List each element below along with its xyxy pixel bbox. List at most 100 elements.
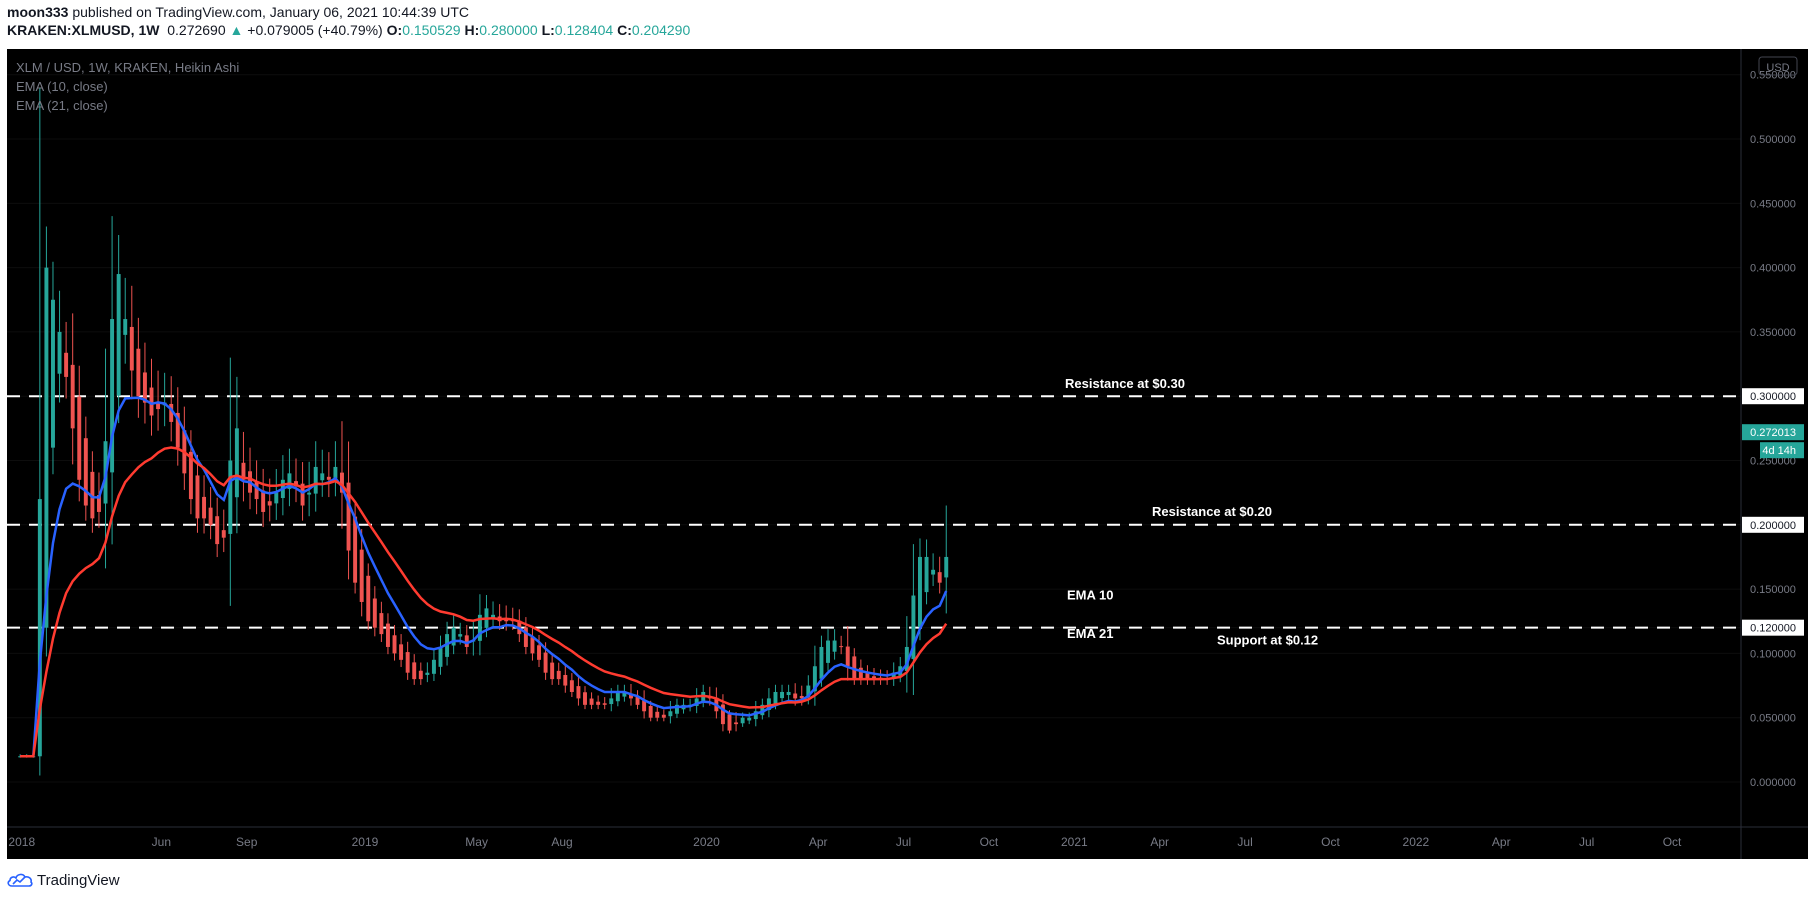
candle-body — [458, 634, 463, 637]
price-chart[interactable]: 0.550000 0.500000 0.450000 0.400000 0.350000… — [7, 49, 1808, 859]
candles — [18, 87, 949, 776]
high-value: 0.280000 — [479, 22, 538, 38]
candle-body — [543, 652, 548, 673]
candle-body — [333, 466, 338, 479]
low-label: L: — [541, 22, 555, 38]
candle-body — [747, 717, 752, 721]
candle-body — [931, 569, 936, 575]
legend: XLM / USD, 1W, KRAKEN, Heikin Ashi EMA (… — [16, 60, 239, 113]
countdown-badge — [1760, 442, 1804, 459]
y-tick-label: 0.450000 — [1750, 198, 1796, 210]
price-axis[interactable]: 0.550000 0.500000 0.450000 0.400000 0.350000… — [7, 49, 1808, 859]
candle-body — [523, 627, 528, 647]
candle-body — [872, 676, 876, 680]
candle-body — [274, 492, 279, 504]
change-arrow-icon: ▲ — [229, 22, 244, 38]
candle-body — [392, 635, 397, 654]
candle-body — [202, 496, 207, 519]
level-lines — [7, 395, 1741, 629]
x-tick-label: Apr — [809, 835, 828, 849]
level-label: Resistance at $0.20 — [1152, 504, 1272, 519]
level-badge — [1742, 388, 1804, 405]
y-tick-label: 0.000000 — [1750, 777, 1796, 789]
candle-body — [556, 670, 561, 680]
candle-body — [385, 623, 390, 647]
candle-body — [766, 698, 771, 711]
chart-panel[interactable]: 0.550000 0.500000 0.450000 0.400000 0.350000… — [7, 49, 1808, 859]
x-tick-label: Jul — [1579, 835, 1594, 849]
legend-ema10[interactable]: EMA (10, close) — [16, 79, 108, 94]
annotations: 0.300000 Resistance at $0.30 0.200000 Resis… — [1065, 376, 1804, 648]
candle-body — [648, 705, 653, 718]
level-badge-value: 0.300000 — [1750, 391, 1796, 403]
candle-body — [451, 627, 456, 646]
publisher-name[interactable]: moon333 — [7, 4, 69, 20]
level-label: Resistance at $0.30 — [1065, 376, 1185, 391]
ema21-label: EMA 21 — [1067, 626, 1113, 641]
candle-body — [83, 438, 88, 506]
y-tick-label: 0.100000 — [1750, 648, 1796, 660]
candle-body — [576, 686, 581, 699]
candle-body — [760, 704, 765, 716]
candle-body — [195, 475, 200, 519]
candle-body — [129, 326, 134, 371]
candle-body — [635, 696, 640, 705]
chart-header: moon333 published on TradingView.com, Ja… — [7, 3, 1807, 39]
candle-body — [320, 473, 325, 481]
candle-body — [530, 637, 535, 654]
tradingview-brand[interactable]: TradingView — [37, 871, 120, 889]
candle-body — [90, 471, 95, 519]
y-tick-label: 0.050000 — [1750, 713, 1796, 725]
tradingview-cloud-icon[interactable] — [7, 873, 33, 887]
candle-body — [208, 507, 213, 525]
candle-body — [110, 319, 115, 473]
low-value: 0.128404 — [554, 22, 614, 38]
current-price-badge — [1742, 424, 1804, 441]
candle-body — [340, 472, 344, 493]
candle-body — [780, 691, 785, 699]
candle-body — [366, 575, 371, 622]
open-value: 0.150529 — [402, 22, 461, 38]
candle-body — [254, 481, 259, 500]
candle-body — [740, 717, 745, 724]
candle-body — [858, 667, 863, 680]
candle-body — [609, 698, 614, 705]
candle-body — [149, 387, 154, 416]
current-price-value: 0.272013 — [1750, 427, 1796, 439]
candle-body — [793, 693, 798, 699]
price-change: +0.079005 (+40.79%) — [247, 22, 383, 38]
candle-body — [267, 501, 272, 506]
candle-body — [64, 352, 69, 377]
candle-body — [445, 634, 450, 657]
candle-body — [819, 646, 824, 679]
candle-body — [642, 700, 647, 712]
candle-body — [734, 722, 739, 725]
candle-body — [773, 691, 778, 705]
candle-body — [307, 492, 312, 495]
x-tick-label: 2019 — [352, 835, 379, 849]
candle-body — [602, 703, 607, 705]
ohlc-line: KRAKEN:XLMUSD, 1W 0.272690 ▲ +0.079005 (… — [7, 21, 1807, 39]
candle-body — [674, 704, 679, 714]
candle-body — [720, 704, 725, 725]
candle-body — [169, 403, 174, 422]
candle-body — [812, 666, 817, 692]
candle-body — [694, 698, 699, 706]
last-price: 0.272690 — [167, 22, 226, 38]
candle-body — [563, 674, 568, 686]
y-tick-label: 0.550000 — [1750, 70, 1796, 82]
symbol-label[interactable]: KRAKEN:XLMUSD, 1W — [7, 22, 160, 38]
candle-body — [96, 495, 101, 512]
ema-lines — [20, 396, 948, 758]
countdown-value: 4d 14h — [1762, 445, 1796, 457]
x-tick-label: Oct — [1663, 835, 1682, 849]
currency-badge[interactable]: USD — [1758, 56, 1798, 76]
candle-body — [629, 694, 633, 699]
candle-body — [944, 556, 949, 578]
candle-body — [845, 646, 850, 667]
x-tick-label: Jul — [896, 835, 911, 849]
y-tick-label: 0.150000 — [1750, 584, 1796, 596]
legend-title[interactable]: XLM / USD, 1W, KRAKEN, Heikin Ashi — [16, 60, 239, 75]
legend-ema21[interactable]: EMA (21, close) — [16, 98, 108, 113]
time-axis[interactable]: 2018 Jun Sep 2019 May Aug 2020 Apr Jul Oct 2021 Apr… — [8, 835, 1682, 849]
